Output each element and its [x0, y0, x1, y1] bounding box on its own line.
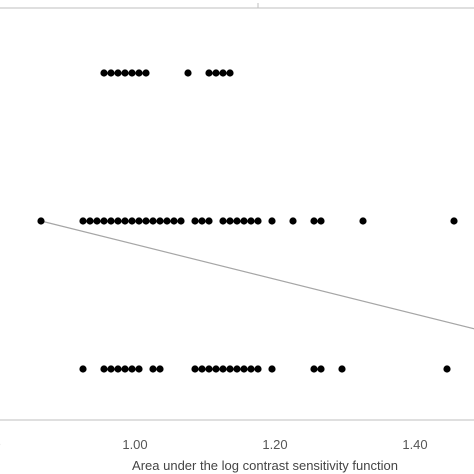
data-point — [254, 365, 262, 373]
data-point — [310, 365, 318, 373]
data-point — [79, 217, 87, 225]
data-point — [156, 217, 164, 225]
data-point — [219, 217, 227, 225]
data-point — [268, 217, 276, 225]
data-point — [219, 69, 227, 77]
data-point — [107, 365, 115, 373]
data-point — [100, 217, 108, 225]
data-point — [240, 217, 248, 225]
x-tick-label: 1.20 — [262, 437, 287, 452]
data-point — [156, 365, 164, 373]
data-point — [233, 217, 241, 225]
data-point — [198, 365, 206, 373]
data-point — [226, 69, 234, 77]
data-point — [100, 365, 108, 373]
data-point — [254, 217, 262, 225]
data-point — [247, 217, 255, 225]
data-point — [86, 217, 94, 225]
trend-line — [40, 220, 474, 330]
data-point — [247, 365, 255, 373]
data-point — [114, 69, 122, 77]
data-point — [226, 217, 234, 225]
data-point — [163, 217, 171, 225]
data-point — [114, 365, 122, 373]
data-point — [128, 217, 136, 225]
data-point — [114, 217, 122, 225]
data-point — [170, 217, 178, 225]
data-point — [205, 217, 213, 225]
data-point — [233, 365, 241, 373]
data-point — [79, 365, 87, 373]
data-point — [317, 217, 325, 225]
data-point — [450, 217, 458, 225]
data-point — [142, 69, 150, 77]
data-point — [177, 217, 185, 225]
data-point — [198, 217, 206, 225]
data-points — [37, 69, 458, 373]
data-point — [191, 217, 199, 225]
x-tick-label: 1.00 — [122, 437, 147, 452]
data-point — [191, 365, 199, 373]
data-point — [135, 69, 143, 77]
data-point — [184, 69, 192, 77]
data-point — [100, 69, 108, 77]
data-point — [93, 217, 101, 225]
data-point — [212, 365, 220, 373]
data-point — [205, 69, 213, 77]
data-point — [212, 69, 220, 77]
data-point — [135, 365, 143, 373]
data-point — [205, 365, 213, 373]
x-tick-labels: 0 1.00 1.20 1.40 — [0, 437, 428, 452]
x-tick-label: 0 — [0, 437, 1, 452]
x-tick-label: 1.40 — [402, 437, 427, 452]
data-point — [338, 365, 346, 373]
x-axis-title: Area under the log contrast sensitivity … — [132, 458, 398, 473]
data-point — [149, 365, 157, 373]
data-point — [310, 217, 318, 225]
data-point — [142, 217, 150, 225]
data-point — [121, 69, 129, 77]
data-point — [135, 217, 143, 225]
data-point — [121, 217, 129, 225]
data-point — [317, 365, 325, 373]
data-point — [37, 217, 45, 225]
data-point — [268, 365, 276, 373]
data-point — [219, 365, 227, 373]
data-point — [149, 217, 157, 225]
data-point — [121, 365, 129, 373]
data-point — [226, 365, 234, 373]
data-point — [128, 365, 136, 373]
data-point — [359, 217, 367, 225]
data-point — [107, 217, 115, 225]
data-point — [443, 365, 451, 373]
data-point — [107, 69, 115, 77]
data-point — [128, 69, 136, 77]
data-point — [289, 217, 297, 225]
data-point — [240, 365, 248, 373]
